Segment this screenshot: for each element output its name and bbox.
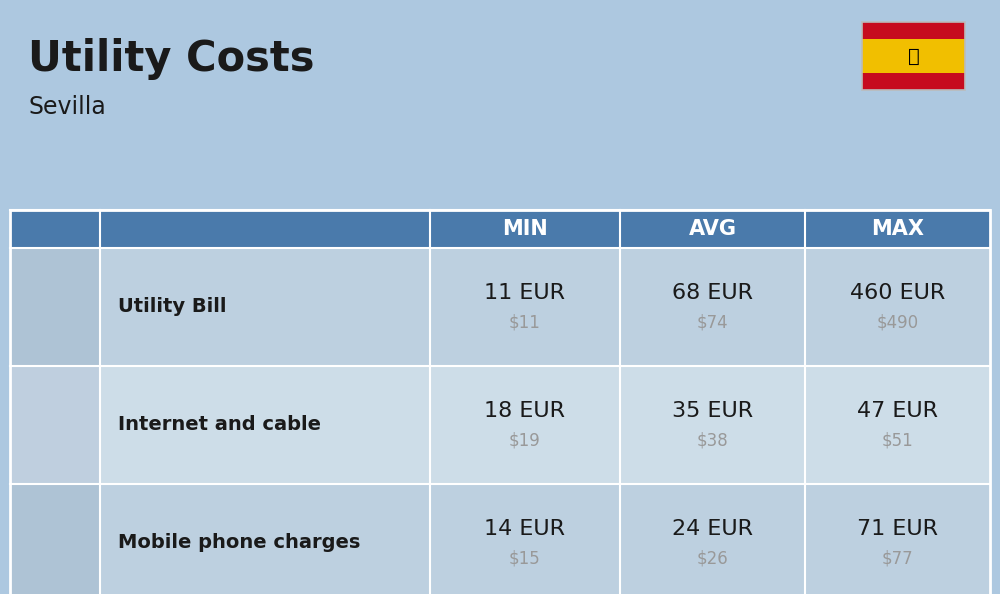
Bar xyxy=(10,484,100,594)
Text: Internet and cable: Internet and cable xyxy=(118,415,321,434)
Text: $19: $19 xyxy=(509,432,541,450)
Text: 14 EUR: 14 EUR xyxy=(484,519,566,539)
Text: AVG: AVG xyxy=(688,219,736,239)
Text: 460 EUR: 460 EUR xyxy=(850,283,945,303)
Text: Utility Costs: Utility Costs xyxy=(28,38,314,80)
Text: $38: $38 xyxy=(697,432,728,450)
Text: $15: $15 xyxy=(509,550,541,568)
Text: Sevilla: Sevilla xyxy=(28,95,106,119)
Text: $77: $77 xyxy=(882,550,913,568)
Text: $11: $11 xyxy=(509,314,541,332)
Bar xyxy=(10,248,100,366)
Text: $51: $51 xyxy=(882,432,913,450)
Text: Mobile phone charges: Mobile phone charges xyxy=(118,533,360,552)
Text: 24 EUR: 24 EUR xyxy=(672,519,753,539)
Bar xyxy=(10,210,990,248)
Text: $490: $490 xyxy=(876,314,919,332)
Text: 11 EUR: 11 EUR xyxy=(484,283,566,303)
Text: 47 EUR: 47 EUR xyxy=(857,401,938,421)
Text: 68 EUR: 68 EUR xyxy=(672,283,753,303)
Text: 18 EUR: 18 EUR xyxy=(484,401,566,421)
Text: MIN: MIN xyxy=(502,219,548,239)
Bar xyxy=(862,73,965,90)
Text: 71 EUR: 71 EUR xyxy=(857,519,938,539)
Bar xyxy=(862,22,965,90)
Bar xyxy=(100,484,990,594)
Bar xyxy=(862,22,965,39)
Text: $74: $74 xyxy=(697,314,728,332)
Text: 🛡: 🛡 xyxy=(908,46,919,65)
Bar xyxy=(10,210,990,594)
Bar xyxy=(100,248,990,366)
Bar xyxy=(100,366,990,484)
Text: 35 EUR: 35 EUR xyxy=(672,401,753,421)
Text: $26: $26 xyxy=(697,550,728,568)
Text: Utility Bill: Utility Bill xyxy=(118,298,226,317)
Bar xyxy=(862,39,965,73)
Text: MAX: MAX xyxy=(871,219,924,239)
Bar xyxy=(10,366,100,484)
